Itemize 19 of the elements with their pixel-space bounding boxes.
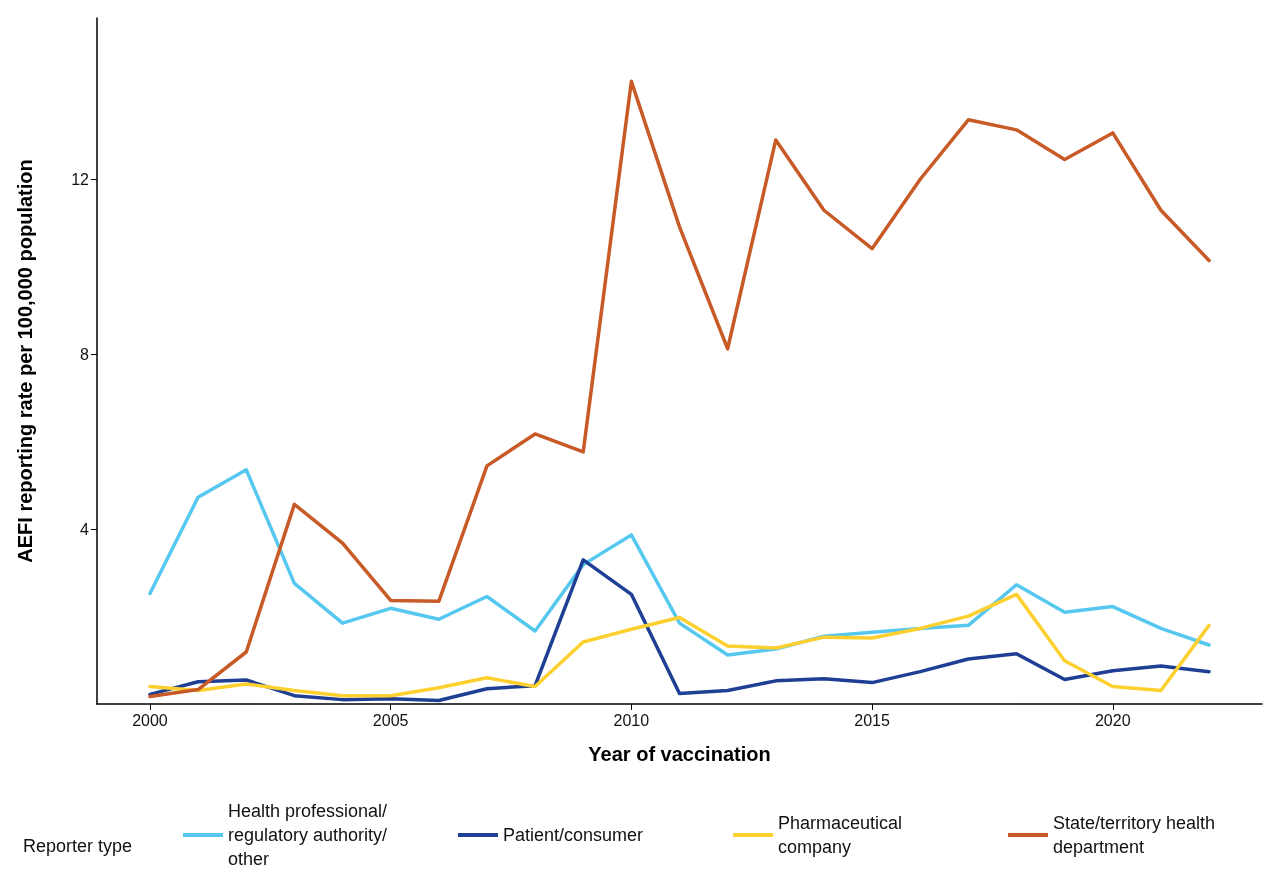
x-tick-label: 2005: [372, 711, 409, 729]
x-tick-label: 2015: [854, 711, 890, 729]
legend-title: Reporter type: [23, 836, 133, 856]
line-series: [148, 558, 1211, 703]
y-tick-label: 4: [80, 520, 90, 538]
x-tick-label: 2000: [132, 711, 168, 729]
x-tick-label: 2010: [613, 711, 650, 729]
y-axis-title: AEFI reporting rate per 100,000 population: [14, 159, 36, 563]
y-tick-label: 8: [80, 345, 90, 363]
legend-label: Health professional/ regulatory authority/ other: [228, 801, 393, 869]
legend-label: State/territory health department: [1053, 813, 1221, 857]
line-series: [148, 592, 1211, 698]
line-series: [148, 79, 1211, 699]
legend-label: Patient/consumer: [503, 825, 644, 845]
line-series: [148, 468, 1211, 657]
x-axis-title: Year of vaccination: [588, 743, 771, 765]
legend-label: Pharmaceutical company: [778, 813, 908, 857]
y-tick-label: 12: [71, 171, 90, 189]
x-tick-label: 2020: [1094, 711, 1131, 729]
